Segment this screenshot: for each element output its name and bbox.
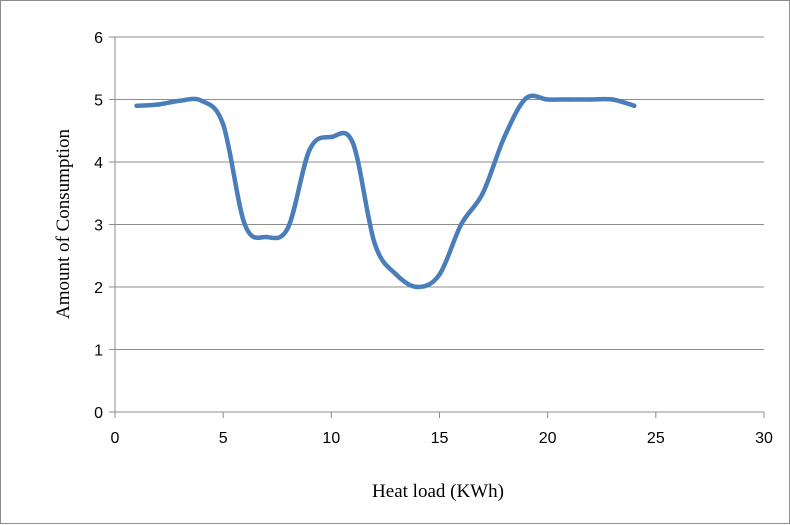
data-point <box>393 272 399 277</box>
data-point <box>242 222 248 227</box>
data-point <box>610 97 615 102</box>
data-point <box>307 147 312 152</box>
y-tick-label: 3 <box>94 218 103 235</box>
x-tick-label: 5 <box>219 430 228 447</box>
x-tick-label: 20 <box>539 430 557 447</box>
x-tick-label: 25 <box>647 430 665 447</box>
axes <box>109 36 765 418</box>
x-axis-title: Heat load (KWh) <box>372 481 504 502</box>
data-point <box>567 97 572 102</box>
data-point <box>502 134 507 140</box>
x-tick-label: 10 <box>322 430 340 447</box>
data-point <box>631 103 637 108</box>
data-point <box>523 96 529 101</box>
series-layer <box>134 93 637 290</box>
data-point <box>372 241 377 246</box>
data-point <box>199 98 204 103</box>
data-point <box>220 122 226 127</box>
series-line <box>134 93 637 290</box>
data-point <box>458 222 464 227</box>
x-tick-label: 0 <box>111 430 120 447</box>
gridlines <box>115 36 764 350</box>
y-tick-label: 5 <box>94 93 103 110</box>
data-point <box>545 97 550 102</box>
y-tick-label: 0 <box>94 405 103 422</box>
tick-labels: 0 1 2 3 4 5 6 0 5 10 15 20 25 30 <box>94 30 773 447</box>
y-tick-label: 6 <box>94 30 103 47</box>
data-point <box>480 191 486 196</box>
y-axis-title: Amount of Consumption <box>53 128 74 319</box>
y-tick-label: 2 <box>94 280 103 297</box>
x-tick-label: 30 <box>755 430 773 447</box>
data-point <box>350 141 356 146</box>
data-point <box>134 103 139 108</box>
x-tick-label: 15 <box>431 430 449 447</box>
y-tick-label: 4 <box>94 155 103 172</box>
data-point <box>329 134 334 140</box>
data-point <box>177 98 183 103</box>
data-point <box>437 272 442 277</box>
data-point <box>285 225 291 230</box>
data-point <box>415 284 421 290</box>
y-tick-label: 1 <box>94 343 103 360</box>
data-point <box>588 97 594 102</box>
data-point <box>264 234 269 240</box>
data-point <box>156 102 161 107</box>
